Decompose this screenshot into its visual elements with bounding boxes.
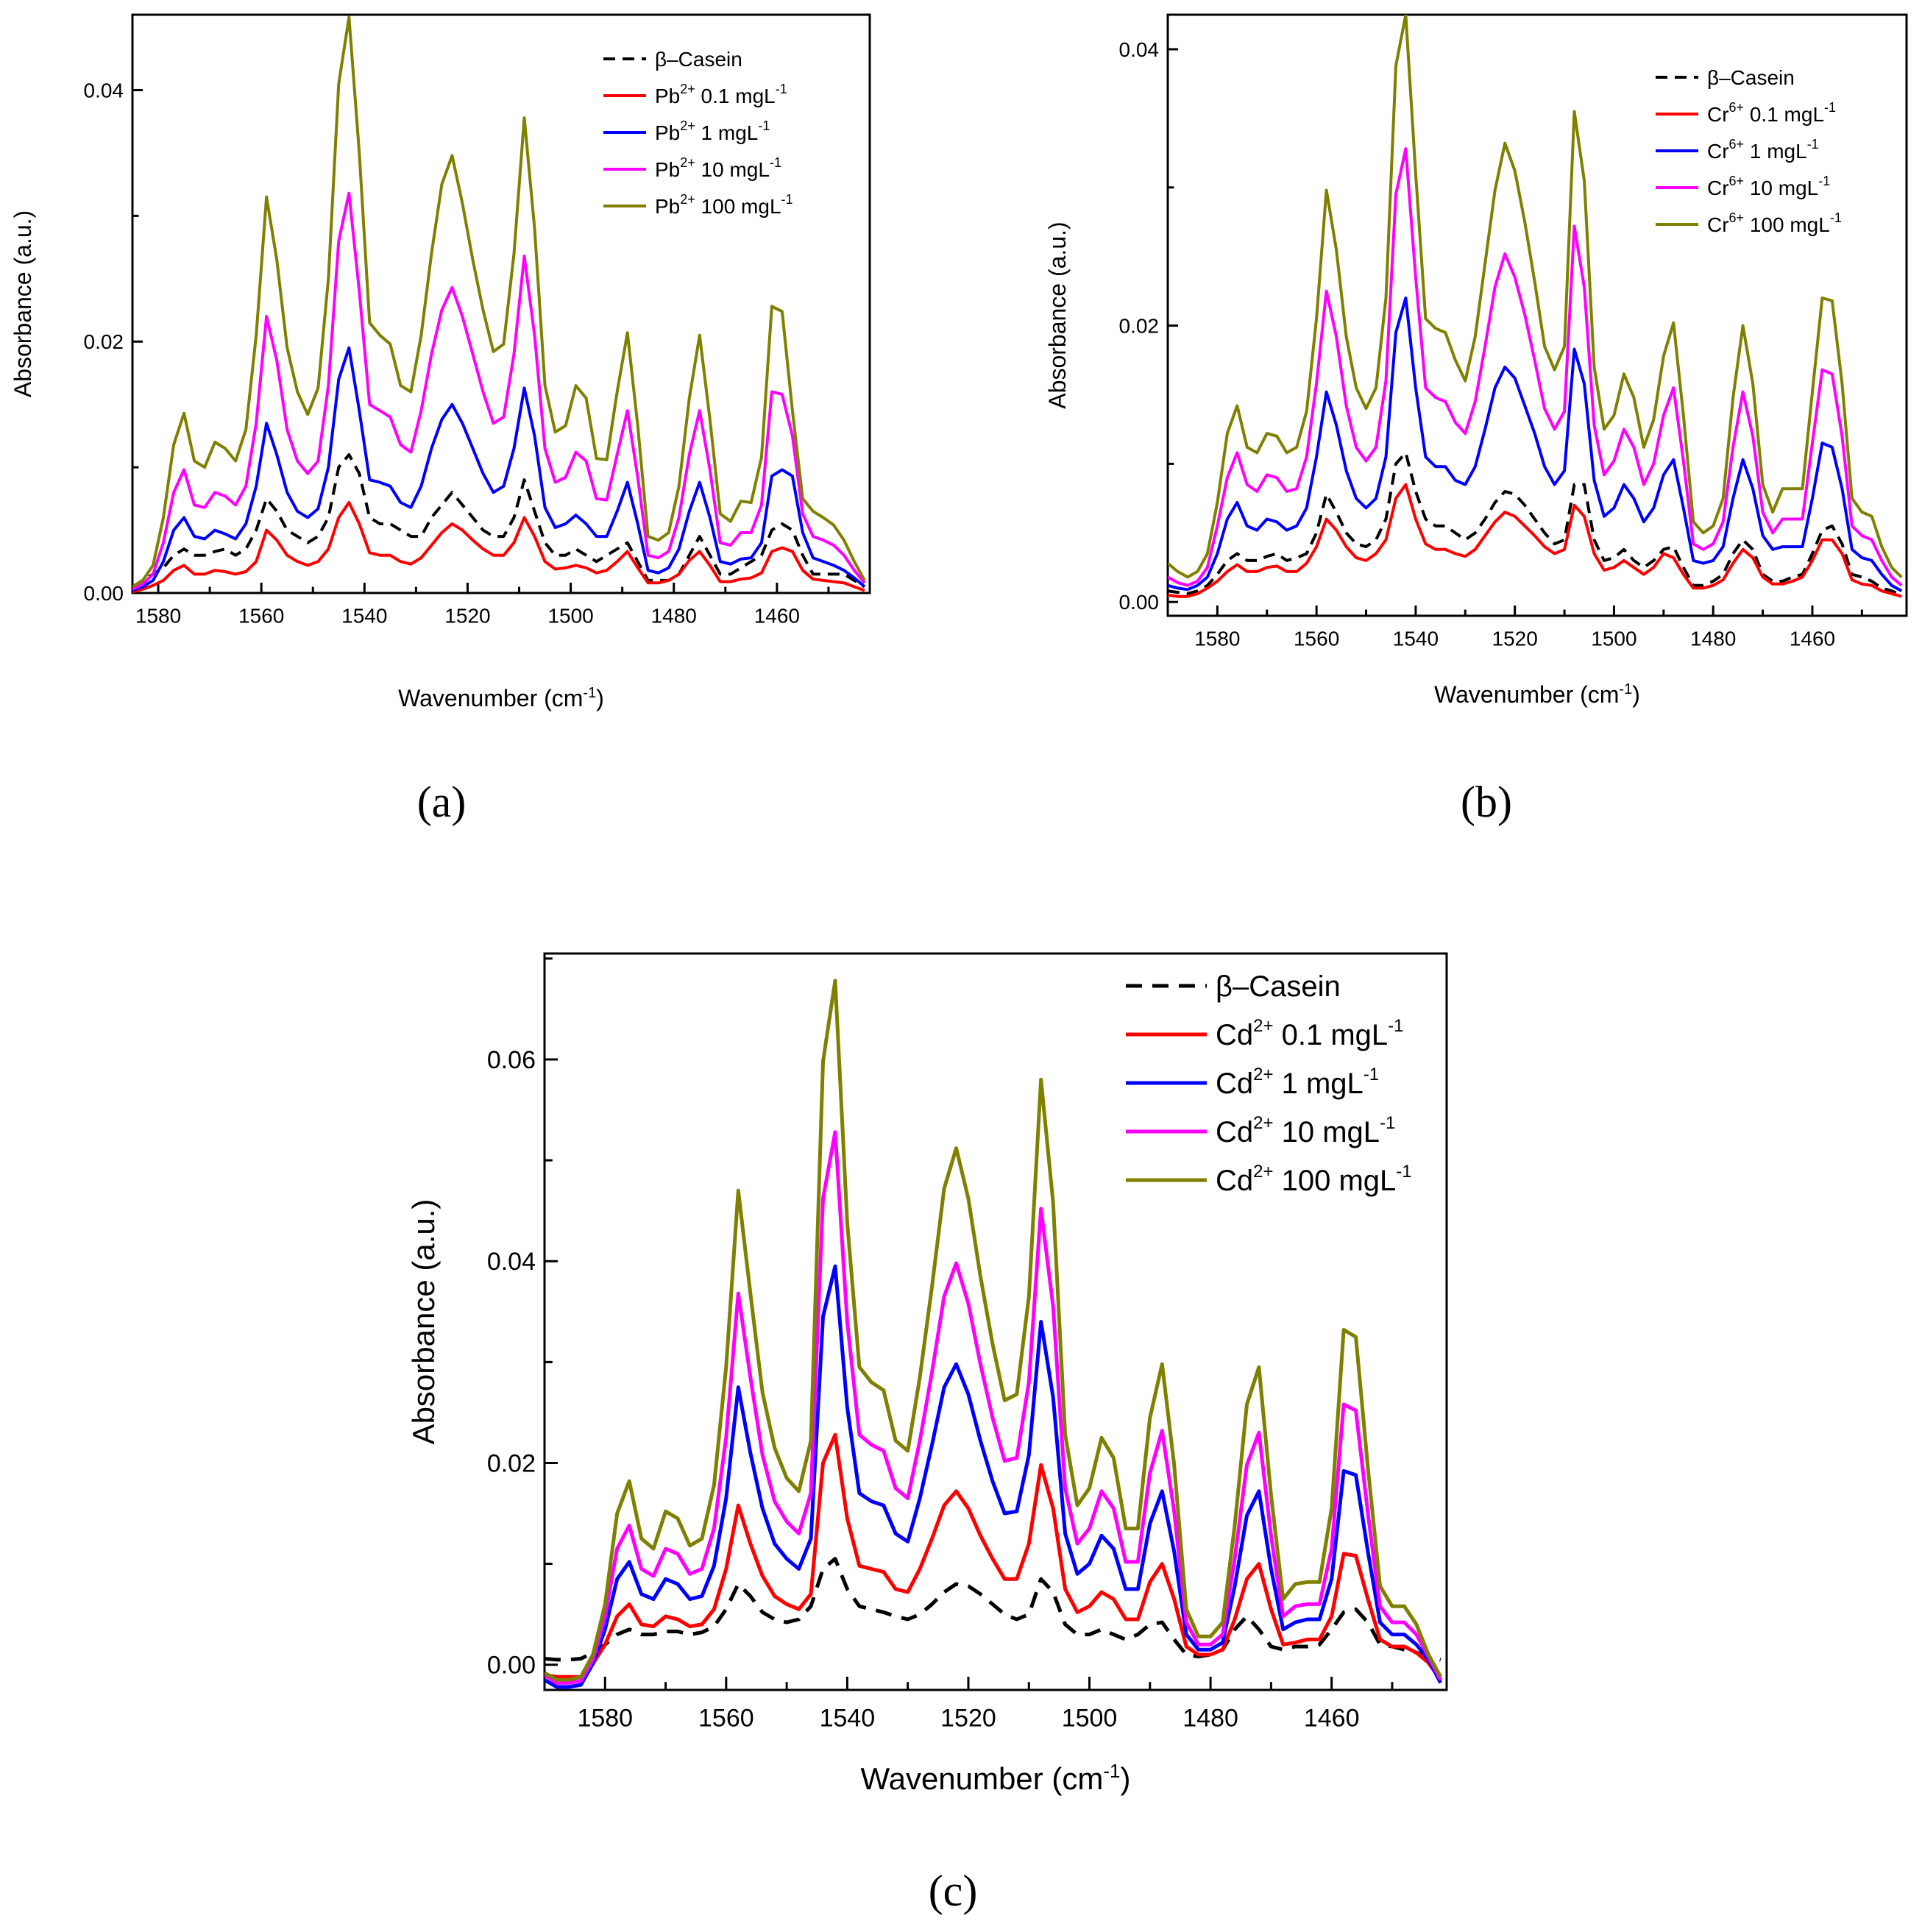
x-axis-ticks-a: 1580 1560 1540 1520 1500 1480 1460 (135, 583, 830, 628)
series-line-a-1 (132, 501, 865, 593)
plot-frame-b (1166, 13, 1908, 617)
series-line-b-3 (1168, 147, 1903, 587)
legend-label-a-0: β–Casein (655, 48, 742, 71)
series-line-a-4 (132, 15, 866, 589)
y-tick-label-b-0: 0.00 (1119, 591, 1160, 614)
series-line-c-0 (545, 1557, 1442, 1662)
y-axis-ticks-c: 0.00 0.02 0.04 0.06 (487, 957, 558, 1680)
x-tick-label-c-0: 1580 (577, 1704, 633, 1732)
legend-label-c-4: Cd2+ 100 mgL-1 (1216, 1162, 1412, 1197)
x-axis-ticks-b: 1580 1560 1540 1520 1500 1480 1460 (1166, 605, 1863, 650)
y-tick-label-c-1: 0.02 (487, 1449, 536, 1477)
series-line-c-3 (545, 1130, 1443, 1685)
y-tick-label-c-2: 0.04 (487, 1248, 536, 1276)
x-tick-label-c-1: 1560 (698, 1704, 754, 1732)
x-tick-label-a-1: 1560 (238, 605, 284, 628)
x-tick-label-c-4: 1500 (1062, 1704, 1118, 1732)
y-tick-label-c-3: 0.06 (487, 1046, 536, 1074)
x-tick-label-b-4: 1500 (1591, 628, 1636, 650)
y-tick-label-b-2: 0.04 (1119, 38, 1160, 61)
series-line-b-0 (1168, 451, 1903, 597)
x-tick-label-c-6: 1460 (1304, 1704, 1360, 1732)
x-tick-label-a-5: 1480 (651, 605, 697, 628)
chart-panel-b: 0.00 0.02 0.04 1580 1560 1540 1520 1500 1480 146… (1044, 13, 1908, 826)
panel-label-b: (b) (1461, 778, 1512, 826)
x-tick-label-b-6: 1460 (1790, 628, 1835, 650)
chart-panel-c: 0.00 0.02 0.04 0.06 1580 1560 1540 1520 1500 148… (406, 952, 1448, 1915)
series-line-a-2 (132, 346, 866, 592)
x-tick-label-a-0: 1580 (135, 605, 181, 628)
legend-label-b-1: Cr6+ 0.1 mgL-1 (1707, 100, 1836, 126)
series-layer-a (132, 15, 866, 593)
x-tick-label-b-5: 1480 (1690, 628, 1736, 650)
x-tick-label-c-5: 1480 (1182, 1704, 1238, 1732)
legend-label-a-4: Pb2+ 100 mgL-1 (655, 192, 793, 218)
y-axis-ticks-a: 0.00 0.02 0.04 (84, 79, 143, 605)
x-tick-label-b-0: 1580 (1194, 628, 1240, 650)
y-axis-label-a: Absorbance (a.u.) (10, 210, 36, 397)
legend-c: β–Casein Cd2+ 0.1 mgL-1 Cd2+ 1 mgL-1 Cd2+ … (1126, 970, 1412, 1197)
y-tick-label-a-1: 0.02 (84, 330, 124, 353)
legend-b: β–Casein Cr6+ 0.1 mgL-1 Cr6+ 1 mgL-1 Cr6+ 1… (1656, 66, 1842, 236)
legend-label-b-0: β–Casein (1707, 66, 1795, 89)
series-line-b-1 (1168, 483, 1902, 598)
x-axis-ticks-c: 1580 1560 1540 1520 1500 1480 1460 (543, 1677, 1394, 1732)
series-layer-b (1168, 15, 1903, 598)
x-axis-label-c: Wavenumber (cm-1) (861, 1760, 1131, 1796)
legend-label-c-3: Cd2+ 10 mgL-1 (1216, 1113, 1395, 1148)
x-tick-label-a-6: 1460 (754, 605, 800, 628)
panel-label-c: (c) (929, 1867, 978, 1915)
legend-label-c-0: β–Casein (1216, 970, 1341, 1003)
series-line-a-3 (132, 191, 866, 591)
y-axis-ticks-b: 0.00 0.02 0.04 (1119, 38, 1178, 614)
x-tick-label-c-2: 1540 (820, 1704, 876, 1732)
legend-label-b-3: Cr6+ 10 mgL-1 (1707, 174, 1830, 199)
chart-panel-a: 0.00 0.02 0.04 1580 1560 1540 1520 1500 1480 146… (10, 13, 871, 826)
x-tick-label-a-2: 1540 (341, 605, 387, 628)
x-tick-label-b-1: 1560 (1294, 628, 1339, 650)
legend-label-c-1: Cd2+ 0.1 mgL-1 (1216, 1016, 1404, 1051)
y-axis-label-b: Absorbance (a.u.) (1044, 221, 1071, 408)
plot-frame-a (131, 13, 871, 594)
legend-a: β–Casein Pb2+ 0.1 mgL-1 Pb2+ 1 mgL-1 Pb2+ 1… (603, 48, 793, 218)
panel-label-a: (a) (417, 778, 467, 826)
y-tick-label-b-1: 0.02 (1119, 314, 1160, 337)
x-axis-label-a: Wavenumber (cm-1) (398, 685, 604, 711)
y-tick-label-a-0: 0.00 (84, 582, 124, 605)
series-line-a-0 (132, 453, 866, 589)
series-line-b-4 (1168, 15, 1903, 579)
x-tick-label-b-3: 1520 (1492, 628, 1538, 650)
legend-label-b-4: Cr6+ 100 mgL-1 (1707, 210, 1842, 236)
legend-label-a-3: Pb2+ 10 mgL-1 (655, 155, 781, 181)
y-tick-label-a-2: 0.04 (84, 79, 124, 102)
y-tick-label-c-0: 0.00 (487, 1652, 536, 1680)
series-layer-c (545, 979, 1443, 1689)
x-tick-label-c-3: 1520 (940, 1704, 996, 1732)
x-tick-label-a-4: 1500 (547, 605, 593, 628)
legend-label-a-1: Pb2+ 0.1 mgL-1 (655, 82, 787, 107)
series-line-c-1 (545, 1432, 1442, 1681)
plot-frame-c (543, 952, 1448, 1691)
x-axis-label-b: Wavenumber (cm-1) (1434, 681, 1640, 708)
legend-label-c-2: Cd2+ 1 mgL-1 (1216, 1065, 1379, 1100)
y-axis-label-c: Absorbance (a.u.) (406, 1199, 441, 1445)
x-tick-label-a-3: 1520 (444, 605, 490, 628)
series-line-b-2 (1168, 296, 1903, 592)
legend-label-b-2: Cr6+ 1 mgL-1 (1707, 137, 1819, 163)
legend-label-a-2: Pb2+ 1 mgL-1 (655, 118, 770, 144)
series-line-c-4 (545, 979, 1442, 1682)
x-tick-label-b-2: 1540 (1393, 628, 1439, 650)
series-line-c-2 (545, 1264, 1443, 1689)
